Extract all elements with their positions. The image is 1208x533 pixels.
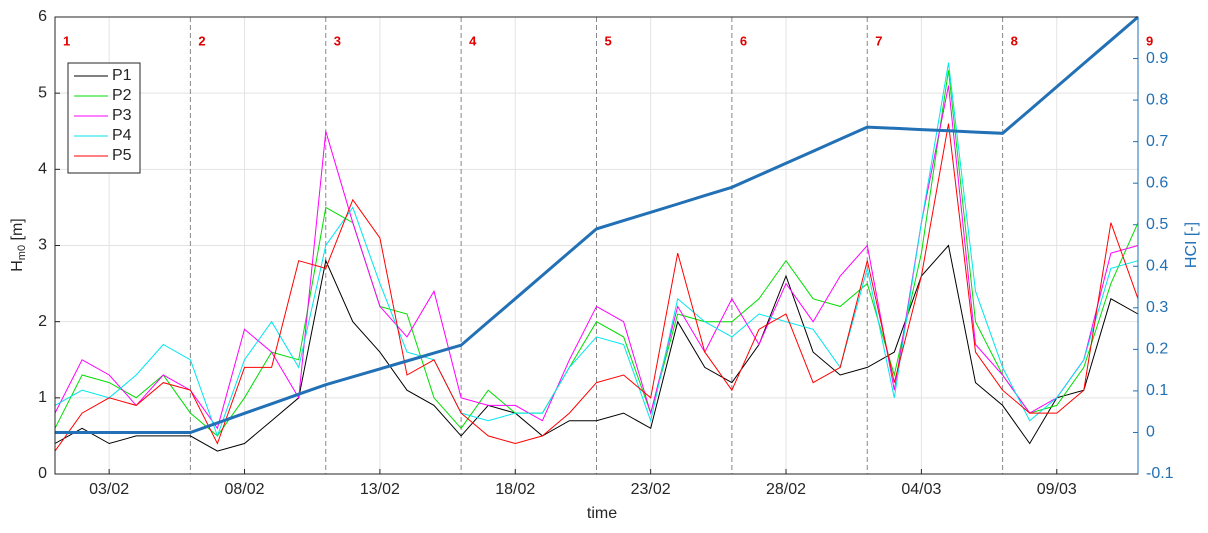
period-label: 7 xyxy=(875,33,882,48)
legend-label: P3 xyxy=(112,107,132,124)
hci-line xyxy=(55,15,1139,434)
x-tick-label: 18/02 xyxy=(495,481,535,498)
y2-tick-label: 0.2 xyxy=(1146,341,1168,358)
y-tick-label: 6 xyxy=(38,8,47,25)
legend-label: P4 xyxy=(112,127,132,144)
y-tick-label: 5 xyxy=(38,84,47,101)
y2-tick-label: 0.8 xyxy=(1146,91,1168,108)
y2-tick-label: 0.3 xyxy=(1146,299,1168,316)
series-line xyxy=(54,85,1139,430)
legend-label: P1 xyxy=(112,67,132,84)
x-tick-label: 23/02 xyxy=(631,481,671,498)
y-label-sub: m0 xyxy=(16,245,28,260)
series-line xyxy=(54,70,1139,437)
y-tick-label: 0 xyxy=(38,465,47,482)
legend-label: P5 xyxy=(112,147,132,164)
period-label: 1 xyxy=(63,33,70,48)
y-tick-label: 2 xyxy=(38,313,47,330)
period-label: 4 xyxy=(469,33,477,48)
y2-tick-label: 0.1 xyxy=(1146,382,1168,399)
y-label-unit: [m] xyxy=(9,218,26,245)
period-label: 8 xyxy=(1011,33,1018,48)
y2-tick-label: 0.5 xyxy=(1146,216,1168,233)
x-tick-label: 13/02 xyxy=(360,481,400,498)
y2-tick-label: 0.4 xyxy=(1146,257,1168,274)
legend-label: P2 xyxy=(112,87,132,104)
y-label-main: H xyxy=(9,260,26,272)
y2-tick-label: 0.7 xyxy=(1146,133,1168,150)
x-tick-label: 28/02 xyxy=(766,481,806,498)
x-tick-label: 04/03 xyxy=(901,481,941,498)
period-label: 6 xyxy=(740,33,747,48)
y2-tick-label: 0.6 xyxy=(1146,174,1168,191)
x-tick-label: 08/02 xyxy=(225,481,265,498)
legend-box xyxy=(67,62,141,174)
x-tick-label: 09/03 xyxy=(1037,481,1077,498)
period-label: 9 xyxy=(1146,33,1153,48)
y2-axis-label: HCI [-] xyxy=(1183,222,1200,268)
period-label: 2 xyxy=(198,33,205,48)
y-tick-label: 4 xyxy=(38,161,47,178)
series-line xyxy=(54,62,1139,438)
y2-tick-label: 0.9 xyxy=(1146,50,1168,67)
y-axis-label: Hm0 [m] xyxy=(9,218,28,272)
series-line xyxy=(54,123,1139,452)
period-label: 3 xyxy=(334,33,341,48)
y2-tick-label: 0 xyxy=(1146,424,1155,441)
x-axis-label: time xyxy=(587,505,617,522)
y-tick-label: 3 xyxy=(38,237,47,254)
y2-tick-label: -0.1 xyxy=(1146,465,1174,482)
period-label: 5 xyxy=(605,33,612,48)
y-tick-label: 1 xyxy=(38,389,47,406)
x-tick-label: 03/02 xyxy=(89,481,129,498)
series-line xyxy=(54,244,1139,452)
